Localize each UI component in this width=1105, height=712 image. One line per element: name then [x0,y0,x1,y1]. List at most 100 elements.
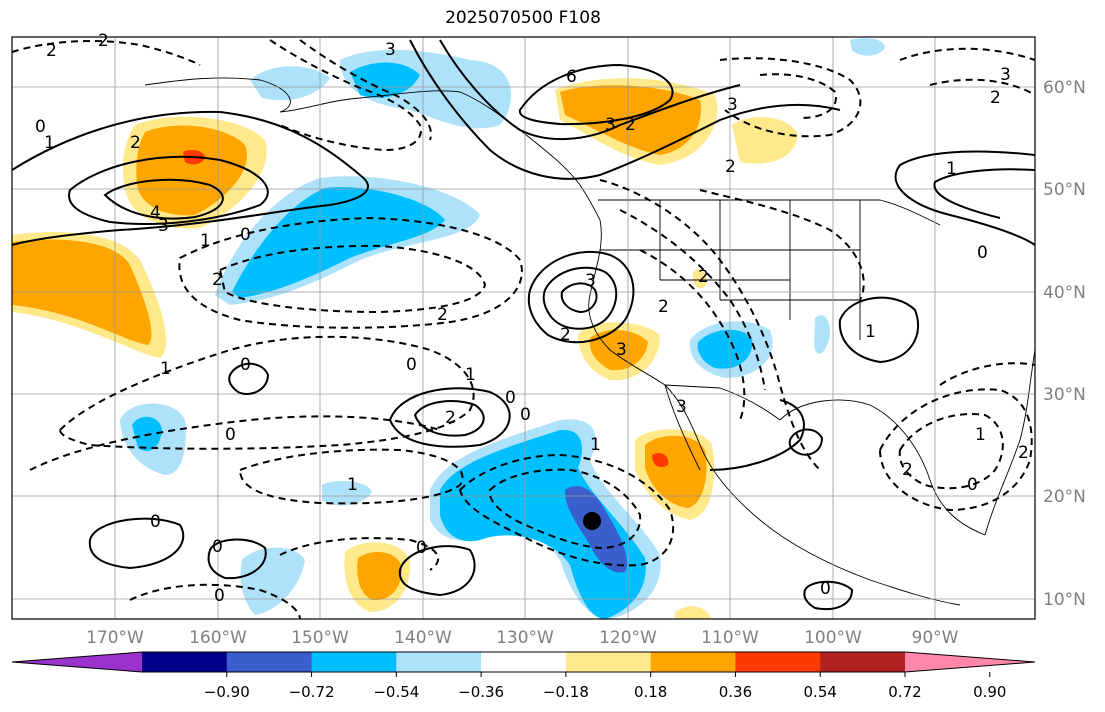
shade-red-mex [652,453,669,468]
lat-label: 60°N [1043,78,1086,98]
colorbar-tick-label: −0.90 [204,683,250,701]
shade-orange-goa [136,125,247,216]
contour-label: 1 [975,425,986,445]
contour-goa-2 [68,155,269,226]
contour-label: 0 [505,388,516,408]
border-us-canada [598,199,941,226]
lat-labels: 60°N 50°N 40°N 30°N 20°N 10°N [1043,78,1086,610]
contour-label: 2 [658,297,669,317]
lon-label: 160°W [189,628,247,648]
contour-label: 1 [44,133,55,153]
contour-label: 1 [865,322,876,342]
contour-alaska-ridge3 [518,63,674,126]
contour-cp-0a [228,362,270,395]
dash-pac-4 [29,415,441,471]
coast-baja [664,384,701,471]
shaded-field [12,38,885,619]
shade-lightblue-cp2 [322,480,372,506]
contour-label: 0 [977,243,988,263]
colorbar-extend-high [905,652,1035,672]
shade-darkblue-trop [565,486,628,573]
contour-cal-low3 [560,282,598,314]
contour-label: 2 [445,408,456,428]
lon-label: 100°W [804,628,862,648]
lon-label: 90°W [912,628,959,648]
colorbar-box [650,652,736,672]
dash-east-2 [898,413,1004,490]
border-us-mexico [664,384,781,421]
lon-label: 170°W [86,628,144,648]
dash-west-0 [279,537,440,571]
colorbar-tick-label: −0.18 [543,683,589,701]
contour-east-hi [894,150,1035,246]
dash-north-2 [269,39,422,152]
colorbar-outline [11,651,1036,673]
contour-label: 2 [990,88,1001,108]
shade-lightblue-plains [814,315,830,354]
contour-cp-0d [207,538,267,580]
contour-goa-1 [12,110,369,246]
contour-label: 1 [200,231,211,251]
colorbar-tick-label: 0.54 [804,683,837,701]
dash-trop-2 [129,583,301,619]
contour-label: 2 [725,157,736,177]
shade-blue-alaska [350,62,420,98]
shade-blue-cp1 [132,416,162,451]
dash-us-1 [599,179,821,471]
dash-east-1 [878,388,1033,512]
dash-pac-1 [178,216,523,329]
contour-label: 1 [590,435,601,455]
contour-label: 3 [158,216,169,236]
contour-alaska-ridge [409,39,841,180]
contour-label: 2 [1018,443,1029,463]
colorbar-box [396,652,482,672]
gridlines [12,37,1035,619]
lat-label: 30°N [1043,385,1086,405]
coast-alaska [144,77,601,221]
dash-pac-2 [218,244,487,314]
colorbar-extend-low [12,652,142,672]
shade-yellow-dot [692,269,707,289]
contour-label: 1 [347,475,358,495]
lat-label: 10°N [1043,590,1086,610]
contour-label: 1 [946,159,957,179]
dash-us-4 [699,189,865,301]
contour-mex-0 [709,399,805,471]
colorbar-tick-label: 0.18 [634,683,667,701]
shade-yellow-canada2 [732,117,798,164]
dash-ne-1 [899,47,1035,61]
colorbar-tick-label: −0.72 [289,683,335,701]
colorbar-tick-label: 0.36 [719,683,752,701]
colorbar-box [481,652,567,672]
contour-label: 0 [406,355,417,375]
coastlines [144,77,1035,606]
dash-pac-3 [58,335,475,450]
contour-cal-low [527,250,635,344]
lon-label: 120°W [599,628,657,648]
contour-label: 1 [160,359,171,379]
coast-gulf [779,399,986,536]
contour-gulf-0 [788,428,824,456]
contour-hi-30n [388,387,511,448]
contour-label: 3 [605,115,616,135]
storm-center [583,512,601,530]
colorbar-tick-label: −0.36 [458,683,504,701]
dash-us-3 [639,249,746,421]
contour-cp-0c [398,545,476,597]
contour-label: 2 [625,115,636,135]
dash-east-3 [939,362,1035,386]
dash-core-1 [458,453,675,567]
colorbar-box [735,652,821,672]
coast-east [984,349,1035,536]
contour-hi-30n2 [413,400,485,437]
shade-lightblue-ne [850,38,885,56]
contour-goa-3 [103,178,224,220]
contour-label: 0 [967,475,978,495]
shade-yellow-south [675,606,712,619]
contour-east-hi2 [933,168,1035,219]
shade-orange-cal [589,330,648,371]
contour-label: 2 [130,133,141,153]
contour-label: 3 [1000,65,1011,85]
contour-label: 0 [240,225,251,245]
shade-lightblue-cp3 [240,547,305,615]
